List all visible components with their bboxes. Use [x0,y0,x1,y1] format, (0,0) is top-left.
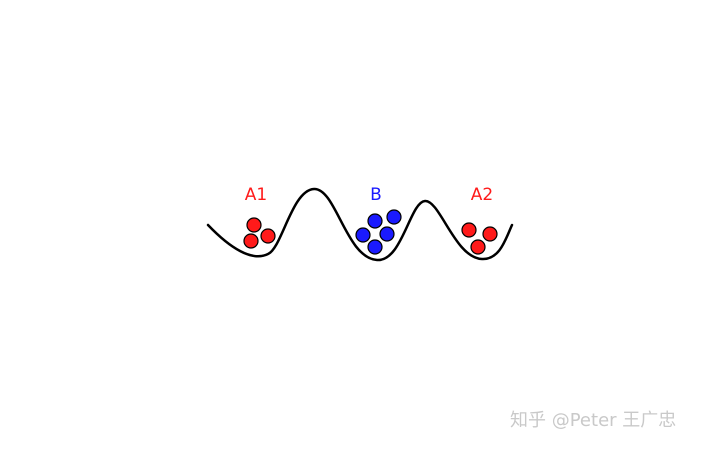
particle-a1 [243,233,259,249]
particle-a2 [461,222,477,238]
particle-b [386,209,402,225]
potential-curve [206,187,514,262]
particle-b [379,226,395,242]
particles-b [355,209,402,255]
label-b: B [370,185,382,205]
watermark-text: 知乎 @Peter 王广忠 [510,410,677,431]
particle-a1 [246,217,262,233]
particle-a2 [470,239,486,255]
particle-a1 [260,228,276,244]
label-a1: A1 [245,185,267,205]
particle-b [367,239,383,255]
particle-b [355,227,371,243]
particle-a2 [482,226,498,242]
particles-a1 [243,217,276,249]
particle-b [367,213,383,229]
particles-a2 [461,222,498,255]
label-a2: A2 [471,185,493,205]
